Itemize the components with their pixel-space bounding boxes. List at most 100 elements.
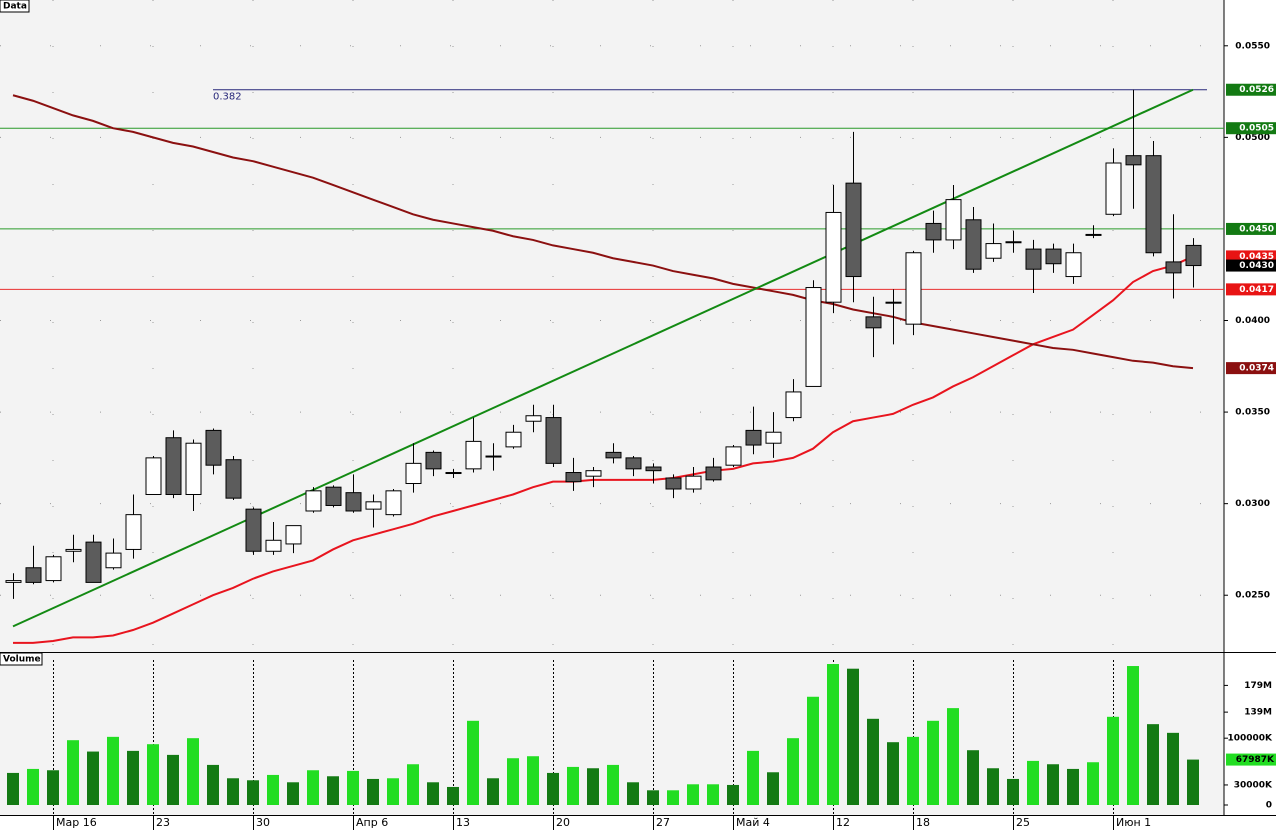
candle-body xyxy=(245,508,262,552)
volume-bar xyxy=(167,754,179,805)
candle-body xyxy=(885,301,902,304)
volume-bar xyxy=(1127,666,1139,805)
candle-body xyxy=(525,415,542,422)
volume-bar xyxy=(307,770,319,805)
volume-bar xyxy=(187,738,199,805)
volume-bar xyxy=(1047,764,1059,805)
candle-body xyxy=(465,440,482,470)
volume-bar xyxy=(927,720,939,805)
y-tick-label: 179M xyxy=(1244,681,1272,691)
candle-body xyxy=(445,472,462,475)
candle-body xyxy=(805,287,822,387)
volume-bar xyxy=(1087,762,1099,805)
volume-bar xyxy=(647,790,659,805)
price-marker-label: 0.0430 xyxy=(1239,261,1274,271)
x-tick-label: Июн 1 xyxy=(1116,816,1151,829)
line xyxy=(12,94,1194,370)
candle-body xyxy=(205,429,222,466)
price-marker-label: 0.0417 xyxy=(1239,285,1274,295)
candle-body xyxy=(325,486,342,506)
candle-body xyxy=(505,431,522,448)
volume-bar xyxy=(827,664,839,805)
volume-bar xyxy=(47,770,59,805)
volume-bar xyxy=(1067,768,1079,805)
candle-body xyxy=(605,451,622,459)
panel-label: Volume xyxy=(3,655,41,665)
price-marker xyxy=(1226,250,1276,263)
candle-body xyxy=(5,580,22,583)
volume-bar xyxy=(767,772,779,805)
candle-body xyxy=(925,222,942,241)
volume-bar xyxy=(527,756,539,805)
x-tick-label: 30 xyxy=(256,816,270,829)
candle-body xyxy=(365,501,382,510)
candle-body xyxy=(1165,261,1182,274)
candle-body xyxy=(1005,241,1022,244)
y-tick-label: 139M xyxy=(1244,708,1272,718)
candle-body xyxy=(625,457,642,470)
x-tick-label: 20 xyxy=(556,816,570,829)
candle-body xyxy=(565,472,582,483)
candle-body xyxy=(645,466,662,472)
candle-body xyxy=(1045,248,1062,265)
volume-bar xyxy=(747,750,759,805)
candle-body xyxy=(305,490,322,512)
panel-label: Data xyxy=(3,2,27,12)
line xyxy=(12,88,1194,628)
candle-body xyxy=(945,199,962,241)
y-tick-label: 0.0500 xyxy=(1235,133,1270,143)
x-axis-background xyxy=(0,815,1276,830)
x-tick-label: 27 xyxy=(656,816,670,829)
volume-bar xyxy=(227,778,239,805)
candle-body xyxy=(225,459,242,499)
y-tick-label: 0.0300 xyxy=(1235,499,1270,509)
volume-bar xyxy=(627,782,639,805)
candle-body xyxy=(1125,155,1142,166)
volume-bar xyxy=(447,786,459,805)
candle-body xyxy=(145,457,162,495)
y-tick-label: 0.0350 xyxy=(1235,408,1270,418)
value-marker xyxy=(1226,753,1276,766)
volume-bar xyxy=(67,740,79,805)
x-tick-label: Апр 6 xyxy=(356,816,388,829)
x-tick-label: 25 xyxy=(1016,816,1030,829)
volume-bar xyxy=(967,750,979,805)
candle-body xyxy=(845,182,862,278)
volume-bar xyxy=(367,778,379,805)
candle-body xyxy=(1065,252,1082,278)
price-marker-label: 0.0450 xyxy=(1239,224,1274,234)
line xyxy=(13,255,1194,644)
candle-body xyxy=(785,391,802,419)
candle-body xyxy=(65,548,82,552)
axis-background xyxy=(1224,0,1276,815)
volume-bar xyxy=(587,768,599,805)
volume-bar xyxy=(687,784,699,805)
volume-bar xyxy=(287,782,299,805)
volume-bar xyxy=(267,774,279,805)
volume-bar xyxy=(607,764,619,805)
value-marker-label: 67987K xyxy=(1236,755,1275,765)
price-marker-label: 0.0505 xyxy=(1239,124,1274,134)
volume-bar xyxy=(387,778,399,805)
volume-bar xyxy=(707,784,719,805)
price-marker xyxy=(1226,122,1276,135)
x-tick-label: Мар 16 xyxy=(56,816,97,829)
volume-bar xyxy=(407,764,419,805)
candle-body xyxy=(485,455,502,458)
volume-bar xyxy=(1007,778,1019,805)
volume-bar xyxy=(87,751,99,805)
candle-body xyxy=(705,466,722,481)
candle-body xyxy=(665,477,682,490)
panel-label-box xyxy=(0,652,43,666)
volume-bar xyxy=(1027,760,1039,805)
y-tick-label: 100000K xyxy=(1227,734,1273,744)
price-marker-label: 0.0374 xyxy=(1239,364,1274,374)
y-tick-label: 0.0550 xyxy=(1235,41,1270,51)
candle-body xyxy=(685,475,702,490)
candle-body xyxy=(725,446,742,466)
price-marker xyxy=(1226,222,1276,235)
volume-bar xyxy=(427,782,439,805)
volume-bar xyxy=(847,668,859,805)
candle-body xyxy=(865,316,882,329)
